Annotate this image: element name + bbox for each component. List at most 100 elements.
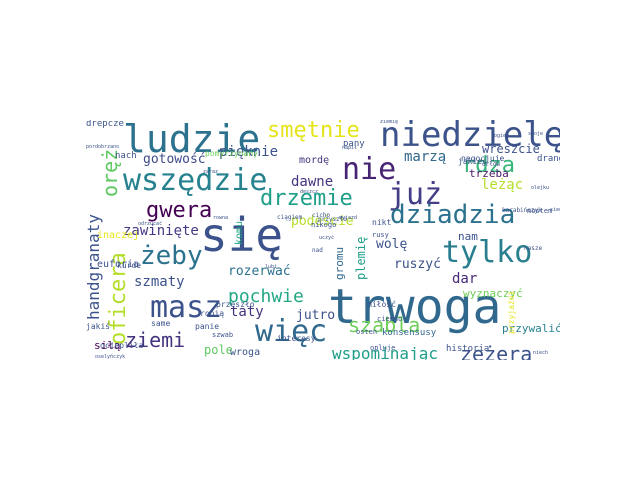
cloud-word: swoje xyxy=(528,131,544,137)
cloud-word: konsensusy xyxy=(382,328,437,338)
cloud-word: zeżera xyxy=(460,342,533,360)
cloud-word: panie xyxy=(195,322,220,331)
cloud-word: pany xyxy=(343,139,365,149)
cloud-word: niedzielę xyxy=(380,120,560,155)
cloud-word: robią xyxy=(200,309,225,318)
cloud-word: nam xyxy=(458,230,478,243)
cloud-word: siedzi xyxy=(550,207,560,213)
cloud-word: trzeba xyxy=(469,167,509,180)
cloud-word: zawinięte xyxy=(123,223,199,239)
cloud-word: przyszło xyxy=(318,216,347,223)
cloud-word: ciemno xyxy=(377,315,403,323)
cloud-word: podeście xyxy=(291,214,354,229)
cloud-word: opluje xyxy=(370,344,396,352)
cloud-word: ruszyć xyxy=(394,257,441,272)
word-cloud: się trwoga wielka ludzie niedzielę wszędzie ty… xyxy=(80,120,560,360)
cloud-word: taty xyxy=(230,304,264,320)
cloud-word: drzemie xyxy=(260,186,353,211)
cloud-word: jakieś xyxy=(458,157,487,166)
cloud-word: ziemię xyxy=(380,120,399,125)
cloud-word: pomyrzynany xyxy=(205,149,258,158)
cloud-word: nikt xyxy=(372,218,392,227)
cloud-word: gotowość xyxy=(143,152,206,167)
cloud-word: nikogo xyxy=(311,221,337,229)
cloud-word: pięknie xyxy=(219,144,279,160)
cloud-word: lubi xyxy=(265,264,278,270)
cloud-word: zaraz xyxy=(203,169,219,175)
cloud-word: pochwie xyxy=(228,286,304,307)
cloud-word: cicho xyxy=(312,212,331,219)
cloud-word: wolę xyxy=(376,237,408,252)
cloud-word: wreszcie xyxy=(482,142,540,156)
cloud-word: ciągiem xyxy=(277,214,303,221)
cloud-word: osten xyxy=(356,328,378,336)
cloud-word: plemię xyxy=(354,236,368,280)
cloud-word: same xyxy=(151,319,171,328)
cloud-word: orłów xyxy=(482,161,501,168)
cloud-word: wszędzie xyxy=(123,163,268,198)
cloud-word: rowna xyxy=(213,215,229,221)
cloud-word: miłość xyxy=(367,300,396,309)
cloud-word: gwera xyxy=(146,198,213,223)
cloud-word: tylko xyxy=(442,235,533,270)
cloud-word: przeszło xyxy=(216,300,255,309)
cloud-word: pordobrzano xyxy=(86,144,120,150)
cloud-word: mostem xyxy=(527,207,553,215)
cloud-word: dziadzia xyxy=(390,200,516,230)
cloud-word: rusy xyxy=(372,231,389,239)
cloud-word: kurde xyxy=(117,261,142,270)
cloud-word: marzą xyxy=(404,149,447,165)
cloud-word: dar xyxy=(452,271,478,287)
cloud-word: szabla xyxy=(348,313,421,337)
cloud-word: ziemi xyxy=(125,328,186,352)
cloud-word: inaczej xyxy=(97,230,140,241)
cloud-word: uczyć xyxy=(319,235,335,241)
cloud-word: jutro xyxy=(296,308,336,323)
cloud-word: wspominając xyxy=(332,344,438,361)
cloud-word: masz xyxy=(150,290,223,325)
cloud-word: więc xyxy=(255,314,328,349)
cloud-word: rdza xyxy=(462,153,515,178)
cloud-word: deszcz xyxy=(300,189,319,195)
cloud-word: drepcze xyxy=(86,120,124,129)
cloud-word: dawne xyxy=(291,174,334,190)
cloud-word: interesy xyxy=(277,334,316,343)
cloud-word: już xyxy=(388,177,443,212)
cloud-word: ludzie xyxy=(123,120,261,161)
cloud-word: nad xyxy=(312,247,323,254)
cloud-word: olejku xyxy=(531,185,550,191)
cloud-word: szmaty xyxy=(134,274,185,290)
cloud-word: leżąc xyxy=(481,177,524,193)
cloud-word: negocjuje xyxy=(461,154,505,163)
cloud-word: odrzucać xyxy=(138,221,163,227)
cloud-word: nach xyxy=(115,151,137,161)
cloud-word: pole xyxy=(204,343,233,357)
cloud-word: przyjaźni xyxy=(507,290,516,334)
cloud-word: wyznaczyć xyxy=(463,287,523,300)
cloud-word: nasze xyxy=(524,245,543,252)
cloud-word: gromu xyxy=(333,246,346,280)
cloud-word: siłą xyxy=(94,339,121,352)
cloud-word: ociepliła xyxy=(100,341,144,350)
cloud-word: ogień xyxy=(494,133,510,139)
cloud-word: historia xyxy=(446,344,490,354)
cloud-word: nie xyxy=(342,152,397,187)
cloud-word: mordę xyxy=(299,155,330,166)
cloud-word: trwoga xyxy=(328,279,502,335)
cloud-word: wroga xyxy=(230,347,261,358)
cloud-word: się xyxy=(200,208,284,262)
cloud-word: wyjazd xyxy=(339,215,358,221)
cloud-word: jakiś xyxy=(86,322,111,331)
cloud-word: oselyńczyk xyxy=(95,354,126,360)
cloud-word: komu xyxy=(234,220,245,245)
cloud-word: smętnie xyxy=(267,120,360,143)
cloud-word: napił xyxy=(342,145,358,151)
cloud-word: karabińczyk xyxy=(502,207,542,214)
cloud-word: euforia xyxy=(97,259,140,270)
cloud-word: żeby xyxy=(140,241,203,271)
cloud-word: niech xyxy=(533,350,549,356)
cloud-word: drang xyxy=(537,154,560,164)
cloud-word: rozerwać xyxy=(228,264,291,279)
cloud-word: szwab xyxy=(212,331,234,339)
cloud-word: przywalić xyxy=(502,322,560,335)
